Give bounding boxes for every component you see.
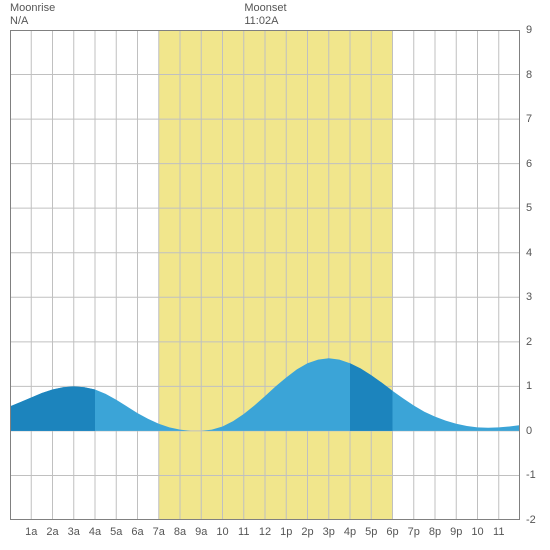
x-tick-label: 4a (89, 526, 101, 538)
tide-chart: Moonrise N/A Moonset 11:02A -2-101234567… (0, 0, 550, 550)
moonrise-title: Moonrise (10, 2, 55, 15)
x-tick-label: 5p (365, 526, 377, 538)
x-tick-label: 8a (174, 526, 186, 538)
y-tick-label: -1 (526, 469, 536, 481)
x-tick-label: 4p (344, 526, 356, 538)
x-tick-label: 7p (408, 526, 420, 538)
y-tick-label: 2 (526, 336, 532, 348)
x-tick-label: 11 (238, 526, 249, 538)
moonrise-value: N/A (10, 15, 55, 28)
y-tick-label: 6 (526, 158, 532, 170)
x-tick-label: 1p (280, 526, 292, 538)
plot-area (10, 30, 520, 520)
x-tick-label: 10 (216, 526, 228, 538)
x-tick-label: 7a (153, 526, 165, 538)
moonset-block: Moonset 11:02A (244, 2, 286, 28)
x-tick-label: 9p (450, 526, 462, 538)
x-tick-label: 1a (25, 526, 37, 538)
y-tick-label: 1 (526, 380, 532, 392)
y-tick-label: 4 (526, 247, 532, 259)
y-tick-label: 9 (526, 24, 532, 36)
y-tick-label: -2 (526, 514, 536, 526)
y-tick-label: 3 (526, 291, 532, 303)
x-tick-label: 12 (259, 526, 271, 538)
y-tick-label: 5 (526, 202, 532, 214)
chart-header: Moonrise N/A Moonset 11:02A (10, 2, 540, 32)
x-tick-label: 6a (131, 526, 143, 538)
moonrise-block: Moonrise N/A (10, 2, 55, 28)
x-tick-label: 2a (46, 526, 58, 538)
x-tick-label: 5a (110, 526, 122, 538)
moonset-value: 11:02A (244, 15, 286, 28)
x-tick-label: 3a (68, 526, 80, 538)
x-tick-label: 3p (323, 526, 335, 538)
x-tick-label: 8p (429, 526, 441, 538)
x-tick-label: 10 (471, 526, 483, 538)
x-tick-label: 6p (386, 526, 398, 538)
x-tick-label: 2p (301, 526, 313, 538)
y-tick-label: 7 (526, 113, 532, 125)
y-tick-label: 0 (526, 425, 532, 437)
x-tick-label: 11 (493, 526, 504, 538)
y-tick-label: 8 (526, 69, 532, 81)
moonset-title: Moonset (244, 2, 286, 15)
x-tick-label: 9a (195, 526, 207, 538)
